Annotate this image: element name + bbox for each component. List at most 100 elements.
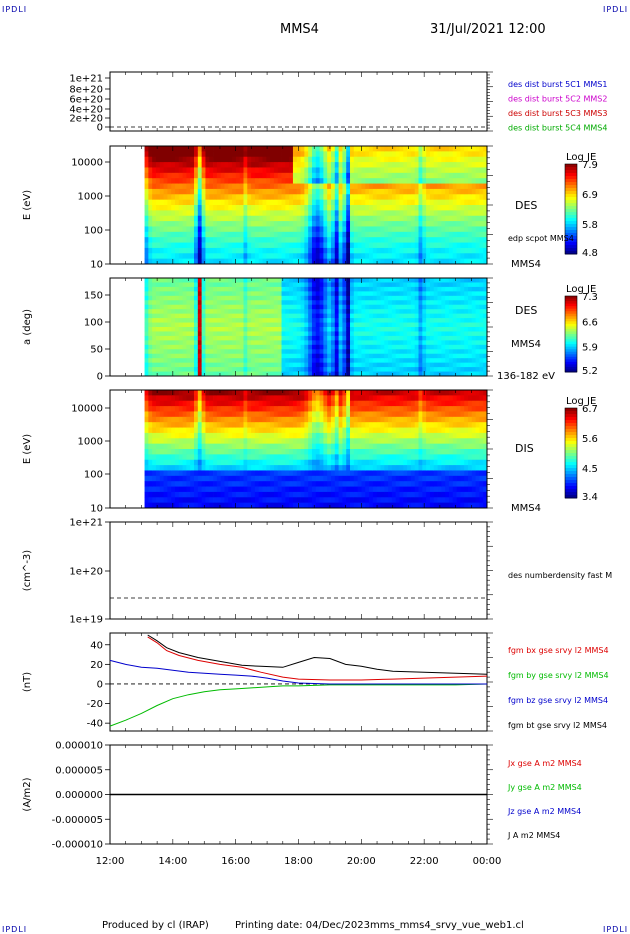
legend-entry: des dist burst 5C1 MMS1 [508, 80, 607, 89]
y-tick-label: 150 [84, 291, 103, 302]
y-tick-label: -0.000010 [52, 840, 103, 851]
plot-datetime: 31/Jul/2021 12:00 [430, 22, 546, 37]
panel-right-label: DES [515, 199, 537, 212]
corner-label-top-left: IPDLI [2, 5, 28, 14]
panel-right-label: MMS4 [511, 503, 541, 514]
y-tick-label: -0.000005 [52, 815, 103, 826]
colorbar-title-dis_energy: Log JE [566, 396, 596, 407]
y-tick-label: 4e+20 [69, 105, 103, 116]
colorbar-tick-label: 5.6 [582, 434, 598, 445]
y-tick-label: 8e+20 [69, 85, 103, 96]
y-tick-label: 2e+20 [69, 114, 103, 125]
footer-printing-date: Printing date: 04/Dec/2023 [235, 920, 371, 931]
colorbar-tick-label: 6.9 [582, 190, 598, 201]
panel-frame-density [109, 521, 488, 620]
y-tick-label: -20 [87, 699, 103, 710]
y-tick-label: 10 [90, 260, 103, 271]
legend-entry: Jx gse A m2 MMS4 [507, 759, 582, 768]
y-tick-label: 1e+19 [69, 615, 103, 626]
y-axis-label: a (deg) [22, 309, 33, 345]
footer-filename: mms_mms4_srvy_vue_web1.cl [370, 920, 524, 931]
y-tick-label: 0 [97, 679, 103, 690]
x-tick-label: 22:00 [410, 856, 439, 867]
y-tick-label: 6e+20 [69, 95, 103, 106]
y-tick-label: 1e+21 [69, 518, 103, 529]
colorbar-title-des_pitch: Log JE [566, 284, 596, 295]
heatmap-des_energy-cells [144, 146, 488, 265]
colorbar-des_pitch [564, 295, 578, 373]
y-tick-label: 20 [90, 660, 103, 671]
colorbar-tick-label: 6.6 [582, 317, 598, 328]
legend-entry: des dist burst 5C3 MMS3 [508, 109, 607, 118]
series-line-fgm-3 [147, 634, 488, 675]
legend-entry: Jz gse A m2 MMS4 [507, 807, 581, 816]
series-line-fgm-2 [109, 659, 487, 685]
y-tick-label: 1e+20 [69, 567, 103, 578]
x-tick-label: 16:00 [221, 856, 250, 867]
legend-entry: fgm bx gse srvy l2 MMS4 [508, 646, 609, 655]
y-tick-label: 10 [90, 504, 103, 515]
y-tick-label: 1000 [78, 437, 103, 448]
y-tick-label: 100 [84, 470, 103, 481]
legend-entry: des dist burst 5C4 MMS4 [508, 124, 607, 133]
legend-entry: des dist burst 5C2 MMS2 [508, 95, 607, 104]
legend-entry: fgm bz gse srvy l2 MMS4 [508, 696, 608, 705]
y-tick-label: 0.000005 [55, 765, 103, 776]
colorbar-tick-label: 4.8 [582, 248, 598, 259]
y-tick-label: 1000 [78, 192, 103, 203]
colorbar-tick-label: 7.3 [582, 292, 598, 303]
colorbar-title-des_energy: Log JE [566, 152, 596, 163]
legend-entry: Jy gse A m2 MMS4 [507, 783, 582, 792]
y-tick-label: 0.000010 [55, 741, 103, 752]
legend-entry: des numberdensity fast M [508, 571, 612, 580]
panel-frame-dist [109, 71, 488, 132]
heatmap-dis_energy-cells [144, 390, 488, 509]
series-line-fgm-0 [147, 636, 488, 681]
legend-entry: fgm by gse srvy l2 MMS4 [508, 671, 609, 680]
panel-right-label: DIS [515, 442, 534, 455]
y-tick-label: 0 [97, 123, 103, 134]
y-axis-label: E (eV) [22, 434, 33, 464]
corner-label-bottom-left: IPDLI [2, 925, 28, 934]
y-tick-label: 40 [90, 640, 103, 651]
colorbar-tick-label: 5.9 [582, 343, 598, 354]
corner-label-bottom-right: IPDLI [603, 925, 629, 934]
y-tick-label: 10000 [71, 158, 103, 169]
colorbar-tick-label: 3.4 [582, 492, 598, 503]
legend-entry: fgm bt gse srvy l2 MMS4 [508, 721, 607, 730]
x-tick-label: 12:00 [96, 856, 125, 867]
y-tick-label: 100 [84, 318, 103, 329]
panel-right-label: 136-182 eV [497, 371, 555, 382]
y-tick-label: 10000 [71, 404, 103, 415]
series-line-fgm-1 [109, 683, 488, 727]
panel-right-label: DES [515, 304, 537, 317]
y-axis-label: E (eV) [22, 190, 33, 220]
colorbar-dis_energy [564, 407, 578, 499]
y-tick-label: 1e+21 [69, 74, 103, 85]
x-tick-label: 18:00 [284, 856, 313, 867]
footer-producer: Produced by cl (IRAP) [102, 920, 209, 931]
colorbar-tick-label: 4.5 [582, 464, 598, 475]
heatmap-des_pitch-cells [144, 278, 488, 377]
y-tick-label: 100 [84, 226, 103, 237]
colorbar-des_energy [564, 163, 578, 255]
panel-right-label: MMS4 [511, 259, 541, 270]
y-axis-label: (nT) [22, 672, 33, 692]
y-axis-label: (cm^-3) [22, 550, 33, 591]
spacecraft-title: MMS4 [280, 22, 319, 37]
x-tick-label: 00:00 [473, 856, 502, 867]
corner-label-top-right: IPDLI [603, 5, 629, 14]
panel-right-label: MMS4 [511, 339, 541, 350]
x-tick-label: 20:00 [347, 856, 376, 867]
colorbar-tick-label: 7.9 [582, 160, 598, 171]
colorbar-tick-label: 5.2 [582, 366, 598, 377]
colorbar-tick-label: 6.7 [582, 404, 598, 415]
legend-entry: J A m2 MMS4 [507, 831, 560, 840]
colorbar-tick-label: 5.8 [582, 220, 598, 231]
y-tick-label: -40 [87, 719, 103, 730]
y-tick-label: 50 [90, 345, 103, 356]
panel-right-label: edp scpot MMS4 [508, 234, 574, 243]
x-tick-label: 14:00 [158, 856, 187, 867]
y-tick-label: 0 [97, 372, 103, 383]
